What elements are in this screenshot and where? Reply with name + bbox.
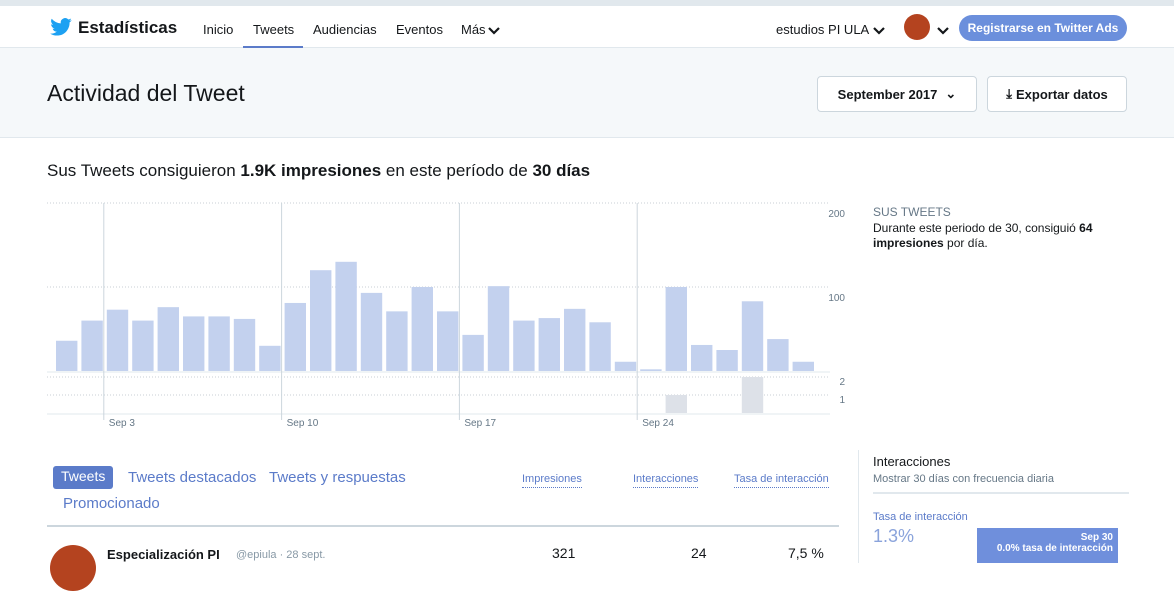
bar (81, 321, 102, 371)
bar (335, 262, 356, 371)
twitter-logo (50, 18, 72, 36)
cell: 7,5 % (788, 545, 824, 561)
bar (259, 346, 280, 371)
bar (564, 309, 585, 371)
side-title: SUS TWEETS (873, 205, 951, 219)
bar (361, 293, 382, 371)
bar (742, 301, 763, 371)
bar (640, 369, 661, 371)
row-avatar (50, 545, 96, 591)
bar (488, 286, 509, 371)
bar (310, 270, 331, 371)
summary: Sus Tweets consiguieron 1.9K impresiones… (47, 161, 590, 181)
x-tick-label: Sep 10 (287, 418, 319, 429)
nav-link[interactable]: Más (461, 22, 486, 37)
bar (386, 311, 407, 371)
divider (858, 450, 859, 563)
cell: 321 (552, 545, 575, 561)
bar (183, 316, 204, 371)
summary-text: Sus Tweets consiguieron (47, 161, 240, 180)
bar (767, 339, 788, 371)
bar (615, 362, 636, 371)
y-tick-label: 1 (839, 395, 845, 406)
export-label: Exportar datos (1016, 87, 1108, 102)
bar (513, 321, 534, 371)
bar (56, 341, 77, 371)
interactions-subtitle: Mostrar 30 días con frecuencia diaria (873, 473, 1054, 485)
bar (742, 377, 763, 413)
row-author[interactable]: Especialización PI (107, 547, 220, 562)
column-header[interactable]: Interacciones (633, 473, 698, 488)
bar (208, 316, 229, 371)
row-meta: @epiula · 28 sept. (236, 549, 325, 561)
y-tick-label: 2 (839, 377, 845, 388)
summary-text: en este período de (381, 161, 532, 180)
x-tick-label: Sep 3 (109, 418, 136, 429)
summary-impressions: 1.9K impresiones (240, 161, 381, 180)
page: Actividad del Tweet {"nav":{"brand":"Est… (0, 0, 1174, 563)
side-part: por día. (944, 236, 988, 250)
x-tick-label: Sep 24 (642, 418, 674, 429)
bar (132, 321, 153, 371)
brand[interactable]: Estadísticas (78, 18, 177, 38)
bar (158, 307, 179, 371)
body: Estadísticas Inicio Tweets Audiencias Ev… (0, 0, 1174, 563)
bar (589, 322, 610, 371)
bar (666, 395, 687, 413)
bar (716, 350, 737, 371)
x-tick-label: Sep 17 (464, 418, 496, 429)
ads-button[interactable]: Registrarse en Twitter Ads (959, 15, 1127, 41)
interactions-title: Interacciones (873, 454, 950, 469)
cell: 24 (691, 545, 707, 561)
rate-value: 1.3% (873, 526, 914, 547)
table-rule (47, 525, 839, 527)
export-button[interactable]: ⤓ Exportar datos (987, 76, 1127, 112)
chevron (937, 27, 949, 35)
summary-days: 30 días (532, 161, 590, 180)
nav-link[interactable]: Inicio (203, 22, 233, 37)
month-label: September 2017 (838, 87, 938, 102)
tab[interactable]: Tweets destacados (128, 469, 256, 486)
bar (412, 287, 433, 371)
column-header[interactable]: Tasa de interacción (734, 473, 829, 488)
tab[interactable]: Promocionado (63, 495, 160, 512)
account-name[interactable]: estudios PI ULA (776, 22, 869, 37)
chevron (488, 27, 500, 35)
nav-link[interactable]: Eventos (396, 22, 443, 37)
nav-bar: Estadísticas Inicio Tweets Audiencias Ev… (0, 0, 1174, 48)
bar (539, 318, 560, 371)
avatar[interactable] (904, 14, 930, 40)
nav-link[interactable]: Tweets (253, 22, 294, 37)
tooltip-date: Sep 30 (982, 532, 1113, 543)
y-tick-label: 200 (828, 209, 845, 220)
side-part: impresiones (873, 236, 944, 250)
chevron: ⌄ (945, 86, 956, 102)
y-tick-label: 100 (828, 293, 845, 304)
bar (234, 319, 255, 371)
bar (107, 310, 128, 371)
bar (691, 345, 712, 371)
rule (873, 492, 1129, 494)
chart: 100 200 1 2 Sep 3 Sep 10 Sep 17 Sep 24 (0, 195, 860, 440)
header: Actividad del Tweet September 2017 ⌄ ⤓ Exp… (0, 48, 1174, 138)
rate-label: Tasa de interacción (873, 511, 968, 523)
tab-active[interactable]: Tweets (53, 466, 113, 489)
page-title: Actividad del Tweet (47, 80, 245, 107)
download-icon: ⤓ (1006, 86, 1012, 102)
side-text: Durante este periodo de 30, consiguió 64… (873, 221, 1133, 251)
side-value: 64 (1079, 221, 1092, 235)
column-header[interactable]: Impresiones (522, 473, 582, 488)
chevron (873, 27, 885, 35)
bar (666, 287, 687, 371)
bar (793, 362, 814, 371)
bar (437, 311, 458, 371)
side-part: Durante este periodo de 30, consiguió (873, 221, 1079, 235)
tooltip-text: 0.0% tasa de interacción (982, 543, 1113, 554)
bar (285, 303, 306, 371)
month-button[interactable]: September 2017 ⌄ (817, 76, 977, 112)
tab[interactable]: Tweets y respuestas (269, 469, 406, 486)
bar (462, 335, 483, 371)
nav-link[interactable]: Audiencias (313, 22, 377, 37)
